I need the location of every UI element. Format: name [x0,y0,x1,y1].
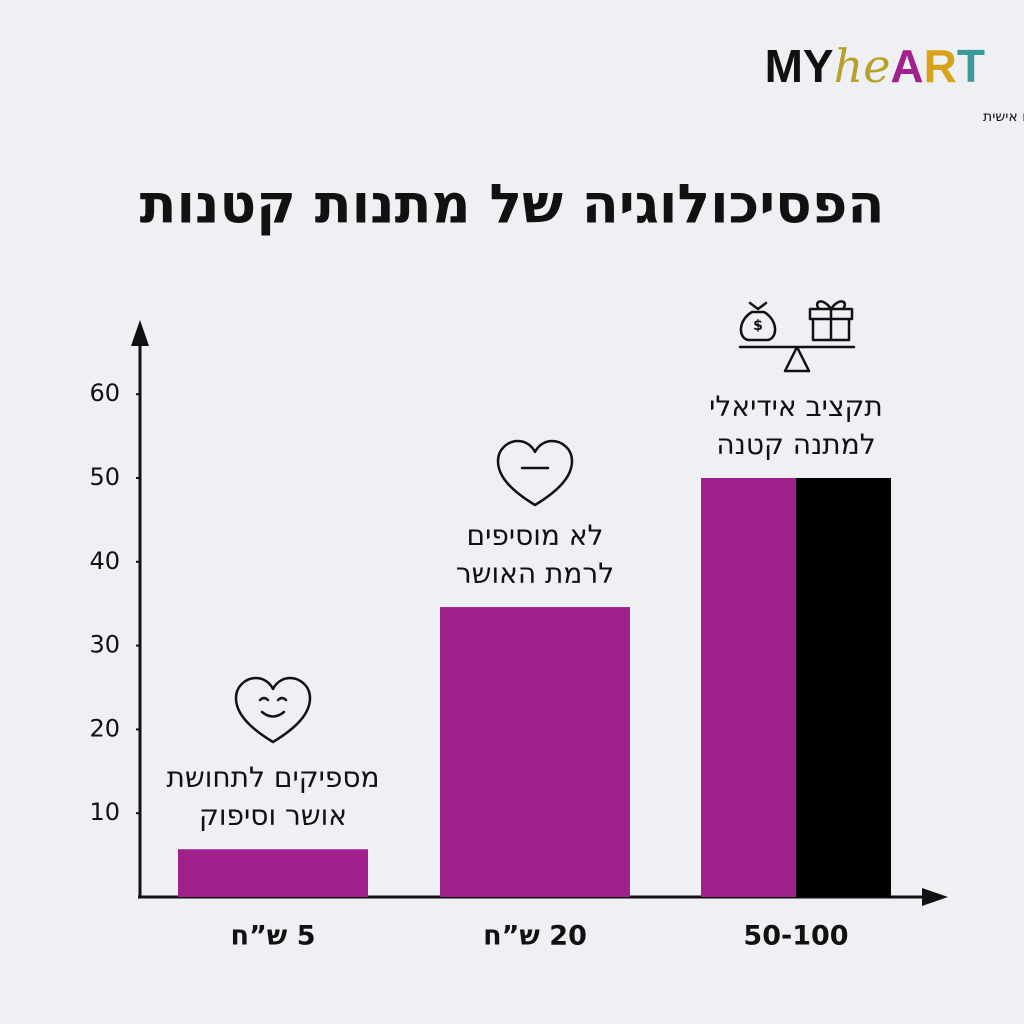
smile-heart-icon [234,676,312,744]
bar [796,478,891,897]
annotation: מספיקים לתחושת [166,761,379,794]
annotation: למתנה קטנה [716,428,875,461]
x-axis-arrow [922,888,948,906]
chart-title: הפסיכולוגיה של מתנות קטנות [140,173,885,236]
balance-icon: $ [738,300,856,373]
logo-part: A [890,40,923,92]
bar [178,849,368,897]
annotation: לא מוסיפים [467,519,604,552]
annotation: לרמת האושר [456,557,614,590]
logo: MYheART [765,39,985,93]
logo-part: he [834,39,891,93]
annotation: תקציב אידיאלי [709,390,883,423]
annotation: אושר וסיפוק [199,799,347,832]
dollar-icon: $ [753,318,763,334]
bar [440,607,630,897]
x-tick-label: 20 ש”ח [483,921,587,952]
y-tick-label: 60 [89,379,120,407]
x-tick-label: 50-100 [743,921,848,952]
bar [701,478,796,897]
y-tick-label: 20 [89,714,120,742]
tagline: מוצרי נייר מעוצבים וממותגים אישית [983,109,1024,125]
y-tick-label: 30 [89,631,120,659]
y-tick-label: 40 [89,547,120,575]
y-tick-label: 50 [89,463,120,491]
y-tick-label: 10 [89,798,120,826]
logo-part: T [957,40,985,92]
x-tick-label: 5 ש”ח [231,921,316,952]
logo-part: MY [765,40,834,92]
neutral-heart-icon [496,439,574,507]
y-axis-arrow [131,320,149,346]
logo-part: R [924,40,957,92]
